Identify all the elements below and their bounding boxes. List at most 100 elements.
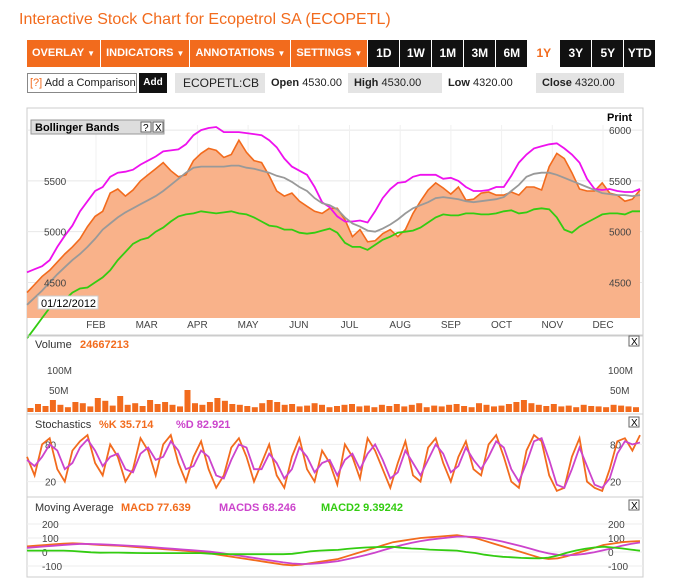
volume-bar bbox=[289, 404, 296, 412]
caret-down-icon: ▼ bbox=[354, 49, 363, 58]
close-icon: X bbox=[155, 123, 162, 134]
range-1y-button[interactable]: 1Y bbox=[528, 40, 561, 67]
volume-label: Volume bbox=[35, 339, 72, 351]
volume-bar bbox=[35, 404, 41, 412]
settings-menu[interactable]: SETTINGS ▼ bbox=[291, 40, 369, 67]
range-3y-button[interactable]: 3Y bbox=[560, 40, 593, 67]
volume-bar bbox=[274, 402, 281, 412]
high-value: 4530.00 bbox=[381, 77, 422, 89]
y-tick-label-right: 0 bbox=[608, 548, 614, 559]
y-tick-label: -100 bbox=[42, 562, 62, 573]
compare-input[interactable]: [?] Add a Comparison bbox=[27, 73, 137, 93]
volume-bar bbox=[124, 404, 131, 412]
x-tick-label: SEP bbox=[441, 320, 461, 331]
volume-bar bbox=[319, 404, 325, 412]
y-tick-label: 100M bbox=[47, 366, 72, 377]
volume-bar bbox=[64, 407, 71, 412]
volume-bar bbox=[349, 404, 355, 412]
range-5y-button[interactable]: 5Y bbox=[592, 40, 625, 67]
volume-bar bbox=[386, 406, 393, 412]
range-3m-button[interactable]: 3M bbox=[464, 40, 497, 67]
range-1w-button[interactable]: 1W bbox=[400, 40, 433, 67]
macd-close-button[interactable] bbox=[628, 499, 640, 511]
indicators-menu-label: INDICATORS bbox=[106, 47, 174, 59]
volume-bar bbox=[154, 404, 161, 412]
volume-bar bbox=[356, 406, 363, 412]
volume-bar bbox=[558, 406, 565, 412]
volume-bar bbox=[109, 405, 116, 412]
close-area bbox=[27, 140, 640, 318]
x-tick-label: JUL bbox=[341, 320, 359, 331]
annotations-menu[interactable]: ANNOTATIONS ▼ bbox=[190, 40, 292, 67]
macd-plot: -100 -100 0 0 100 100 200 200 bbox=[26, 520, 643, 573]
main-panel-frame bbox=[26, 107, 644, 336]
volume-bar bbox=[580, 404, 587, 412]
volume-bar bbox=[520, 400, 527, 412]
stoch-close-button[interactable] bbox=[628, 416, 640, 428]
y-tick-label-right: 200 bbox=[608, 520, 625, 531]
volume-bar bbox=[461, 406, 468, 412]
volume-bar bbox=[588, 406, 595, 412]
open-quote: Open 4530.00 bbox=[265, 73, 348, 93]
overlay-help-button[interactable] bbox=[140, 121, 152, 133]
volume-bar bbox=[147, 400, 154, 412]
high-quote: High 4530.00 bbox=[347, 73, 442, 93]
range-ytd-button[interactable]: YTD bbox=[624, 40, 657, 67]
x-tick-label: MAY bbox=[238, 320, 259, 331]
overlay-label: Bollinger Bands bbox=[35, 122, 119, 134]
macd2-value: MACD2 9.39242 bbox=[321, 502, 403, 514]
symbol-label: ECOPETL:CB bbox=[175, 73, 265, 93]
volume-bar bbox=[117, 396, 124, 412]
add-comparison-button[interactable]: Add bbox=[139, 73, 167, 93]
high-label: High bbox=[353, 77, 379, 89]
page-title: Interactive Stock Chart for Ecopetrol SA… bbox=[19, 11, 391, 28]
range-1d-button[interactable]: 1D bbox=[368, 40, 401, 67]
x-tick-label: DEC bbox=[592, 320, 613, 331]
volume-bar bbox=[341, 404, 348, 412]
close-icon: X bbox=[631, 418, 638, 429]
volume-bar bbox=[371, 407, 378, 412]
volume-bar bbox=[595, 406, 602, 412]
volume-bar bbox=[79, 403, 86, 412]
print-link[interactable]: Print bbox=[607, 112, 632, 124]
close-value: 4320.00 bbox=[574, 77, 615, 89]
range-6m-button[interactable]: 6M bbox=[496, 40, 529, 67]
close-icon: X bbox=[631, 337, 638, 348]
overlay-badge[interactable] bbox=[30, 119, 165, 135]
volume-bar bbox=[206, 402, 213, 412]
compare-placeholder: Add a Comparison bbox=[44, 77, 136, 89]
volume-bar bbox=[49, 400, 56, 412]
volume-bar bbox=[378, 404, 385, 412]
main-plot bbox=[26, 126, 641, 339]
start-date-box bbox=[37, 295, 99, 310]
volume-bar bbox=[311, 403, 318, 412]
volume-bar bbox=[57, 404, 64, 412]
overlay-menu[interactable]: OVERLAY ▼ bbox=[27, 40, 102, 67]
volume-bar bbox=[363, 405, 370, 412]
close-label: Close bbox=[541, 77, 572, 89]
volume-bar bbox=[393, 404, 400, 412]
volume-bar bbox=[326, 407, 333, 412]
volume-bar bbox=[162, 402, 169, 412]
volume-close-button[interactable] bbox=[628, 335, 640, 347]
main-x-axis: FEB MAR APR MAY JUN JUL AUG SEP OCT NOV DEC bbox=[86, 320, 613, 331]
overlay-close-button[interactable] bbox=[152, 121, 164, 133]
macds-line bbox=[26, 535, 641, 565]
volume-bar bbox=[573, 407, 580, 412]
y-tick-label-right: 20 bbox=[610, 478, 622, 489]
y-tick-label-right: -100 bbox=[608, 562, 628, 573]
indicators-menu[interactable]: INDICATORS ▼ bbox=[101, 40, 191, 67]
volume-bar bbox=[603, 407, 610, 412]
y-tick-label: 200 bbox=[42, 520, 59, 531]
volume-bar bbox=[72, 402, 79, 412]
toolbar: OVERLAY ▼ INDICATORS ▼ ANNOTATIONS ▼ SETTIN… bbox=[27, 40, 657, 67]
stoch-k-value: %K 35.714 bbox=[99, 419, 154, 431]
annotations-menu-label: ANNOTATIONS bbox=[195, 47, 275, 59]
y-tick-label-right: 6000 bbox=[609, 126, 632, 137]
range-1m-button[interactable]: 1M bbox=[432, 40, 465, 67]
y-tick-label-right: 5000 bbox=[609, 228, 632, 239]
x-tick-label: JUN bbox=[289, 320, 308, 331]
volume-bar bbox=[438, 406, 445, 412]
volume-bar bbox=[446, 404, 453, 412]
volume-bar bbox=[535, 404, 542, 412]
